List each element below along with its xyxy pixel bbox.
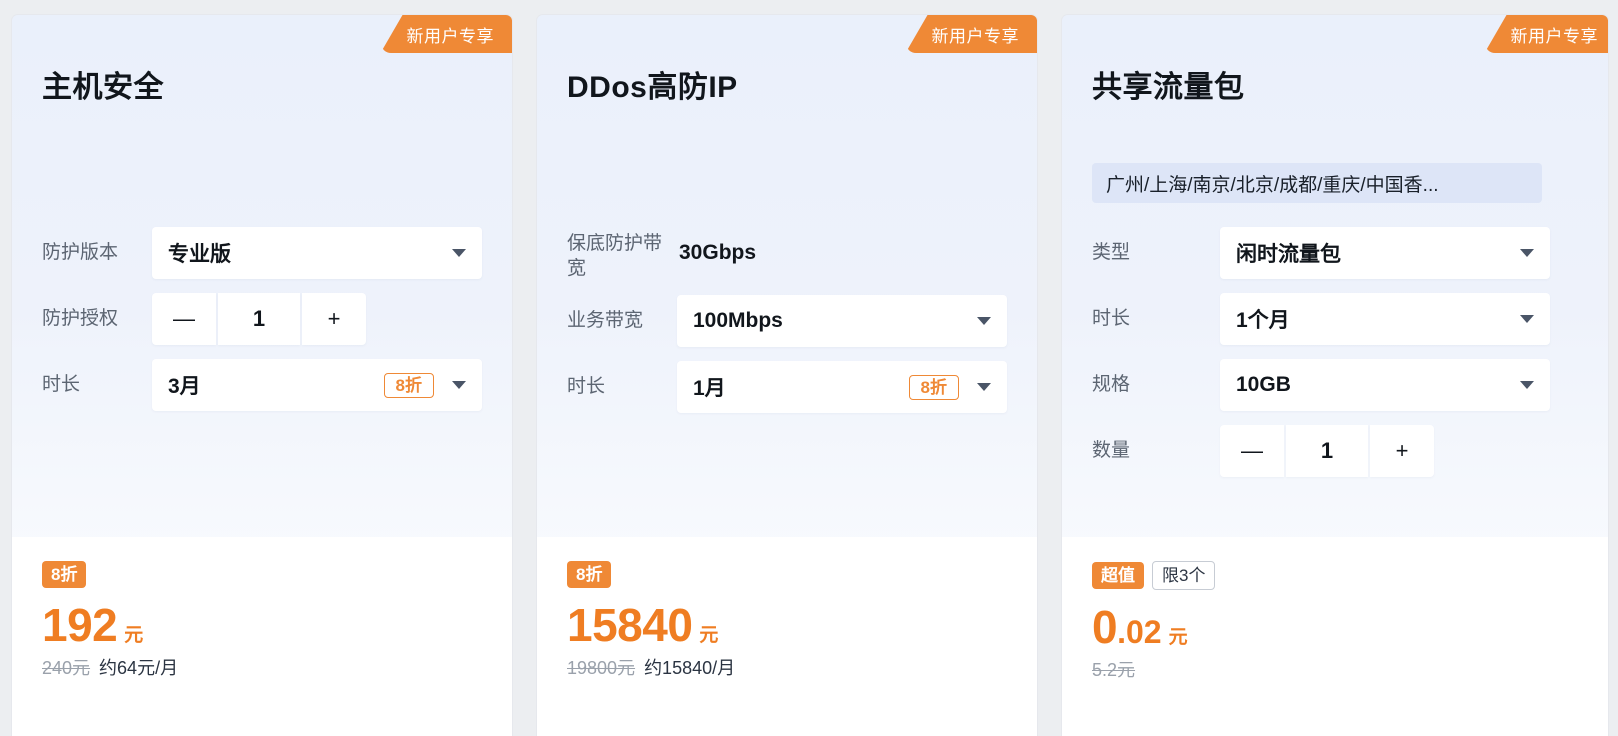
form-row-quantity: 数量 — 1 +	[1092, 425, 1586, 477]
field-label: 业务带宽	[567, 310, 644, 331]
form-row-protection-license: 防护授权 — 1 +	[42, 293, 490, 345]
config-form: 类型 闲时流量包 时长 1个月 规格 10GB	[1092, 227, 1586, 491]
select-value: 1月	[693, 377, 726, 400]
form-row-duration: 时长 3月 8折	[42, 359, 490, 411]
price-badges: 超值 限3个	[1092, 561, 1578, 590]
chevron-down-icon	[1520, 315, 1534, 323]
product-card-shared-traffic-package[interactable]: 新用户专享 共享流量包 广州/上海/南京/北京/成都/重庆/中国香... 类型 …	[1062, 15, 1608, 736]
form-row-business-bandwidth: 业务带宽 100Mbps	[567, 295, 1015, 347]
stepper-decrement-button[interactable]: —	[1220, 425, 1284, 477]
new-user-ribbon: 新用户专享	[905, 15, 1037, 53]
select-value: 闲时流量包	[1236, 243, 1341, 266]
current-price: 0 .02 元	[1092, 604, 1578, 650]
price-currency-unit: 元	[1168, 627, 1188, 648]
price-integer: 15840	[567, 599, 693, 651]
price-badges: 8折	[42, 561, 482, 588]
select-value: 100Mbps	[693, 309, 783, 332]
form-row-duration: 时长 1月 8折	[567, 361, 1015, 413]
stepper-increment-button[interactable]: +	[1370, 425, 1434, 477]
form-row-type: 类型 闲时流量包	[1092, 227, 1586, 279]
page-title: DDos高防IP	[567, 71, 738, 104]
field-label: 时长	[567, 376, 606, 397]
form-row-protection-edition: 防护版本 专业版	[42, 227, 490, 279]
field-label: 时长	[42, 374, 81, 395]
product-card-host-security[interactable]: 新用户专享 主机安全 防护版本 专业版 防护授权 — 1 + 时长	[12, 15, 512, 736]
discount-tag: 8折	[383, 372, 434, 398]
chevron-down-icon	[977, 383, 991, 391]
quantity-stepper[interactable]: — 1 +	[1220, 425, 1434, 477]
field-label: 规格	[1092, 374, 1131, 395]
unit-price: 约15840/月	[644, 658, 736, 678]
chevron-down-icon	[1520, 381, 1534, 389]
duration-select[interactable]: 3月 8折	[152, 359, 482, 411]
field-label: 时长	[1092, 308, 1131, 329]
config-form: 防护版本 专业版 防护授权 — 1 + 时长 3月 8折	[42, 227, 490, 425]
form-row-duration: 时长 1个月	[1092, 293, 1586, 345]
status-badge-limit: 限3个	[1152, 561, 1216, 590]
unit-price: 约64元/月	[99, 658, 179, 678]
stepper-decrement-button[interactable]: —	[152, 293, 216, 345]
chevron-down-icon	[452, 381, 466, 389]
new-user-ribbon: 新用户专享	[1484, 15, 1608, 53]
field-label: 数量	[1092, 440, 1131, 461]
field-label: 防护授权	[42, 308, 119, 329]
chevron-down-icon	[1520, 249, 1534, 257]
price-badges: 8折	[567, 561, 1007, 588]
select-value: 专业版	[168, 243, 231, 266]
type-select[interactable]: 闲时流量包	[1220, 227, 1550, 279]
current-price: 192 元	[42, 602, 482, 648]
form-row-base-protection-bandwidth: 保底防护带宽 30Gbps	[567, 227, 1015, 281]
duration-select[interactable]: 1月 8折	[677, 361, 1007, 413]
price-decimal: .02	[1117, 614, 1162, 650]
stepper-increment-button[interactable]: +	[302, 293, 366, 345]
price-integer: 0	[1092, 601, 1118, 653]
select-value: 3月	[168, 375, 201, 398]
specification-select[interactable]: 10GB	[1220, 359, 1550, 411]
product-card-ddos-high-defense-ip[interactable]: 新用户专享 DDos高防IP 保底防护带宽 30Gbps 业务带宽 100Mbp…	[537, 15, 1037, 736]
protection-edition-select[interactable]: 专业版	[152, 227, 482, 279]
discount-tag: 8折	[908, 374, 959, 400]
original-price: 5.2元	[1092, 660, 1136, 680]
current-price: 15840 元	[567, 602, 1007, 648]
price-integer: 192	[42, 599, 118, 651]
original-price: 240元	[42, 658, 91, 678]
form-row-specification: 规格 10GB	[1092, 359, 1586, 411]
business-bandwidth-select[interactable]: 100Mbps	[677, 295, 1007, 347]
protection-license-stepper[interactable]: — 1 +	[152, 293, 366, 345]
stepper-value[interactable]: 1	[1286, 425, 1368, 477]
page-title: 共享流量包	[1092, 71, 1245, 104]
chevron-down-icon	[452, 249, 466, 257]
price-currency-unit: 元	[124, 625, 144, 646]
field-label: 保底防护带宽	[567, 233, 663, 279]
price-currency-unit: 元	[699, 625, 719, 646]
price-subline: 5.2元	[1092, 656, 1578, 682]
config-form: 保底防护带宽 30Gbps 业务带宽 100Mbps 时长 1月 8折	[567, 227, 1015, 427]
region-selector[interactable]: 广州/上海/南京/北京/成都/重庆/中国香...	[1092, 163, 1542, 203]
price-panel: 超值 限3个 0 .02 元 5.2元	[1062, 537, 1608, 736]
base-protection-bandwidth-value: 30Gbps	[679, 241, 757, 264]
duration-select[interactable]: 1个月	[1220, 293, 1550, 345]
price-panel: 8折 15840 元 19800元 约15840/月	[537, 537, 1037, 736]
field-label: 防护版本	[42, 242, 119, 263]
new-user-ribbon: 新用户专享	[380, 15, 512, 53]
status-badge-value: 超值	[1092, 562, 1144, 589]
price-panel: 8折 192 元 240元 约64元/月	[12, 537, 512, 736]
price-subline: 240元 约64元/月	[42, 654, 482, 680]
select-value: 1个月	[1236, 309, 1290, 332]
price-subline: 19800元 约15840/月	[567, 654, 1007, 680]
status-badge-discount: 8折	[42, 561, 87, 588]
original-price: 19800元	[567, 658, 636, 678]
field-label: 类型	[1092, 242, 1131, 263]
select-value: 10GB	[1236, 373, 1291, 396]
page-title: 主机安全	[42, 71, 164, 104]
stepper-value[interactable]: 1	[218, 293, 300, 345]
status-badge-discount: 8折	[567, 561, 612, 588]
chevron-down-icon	[977, 317, 991, 325]
